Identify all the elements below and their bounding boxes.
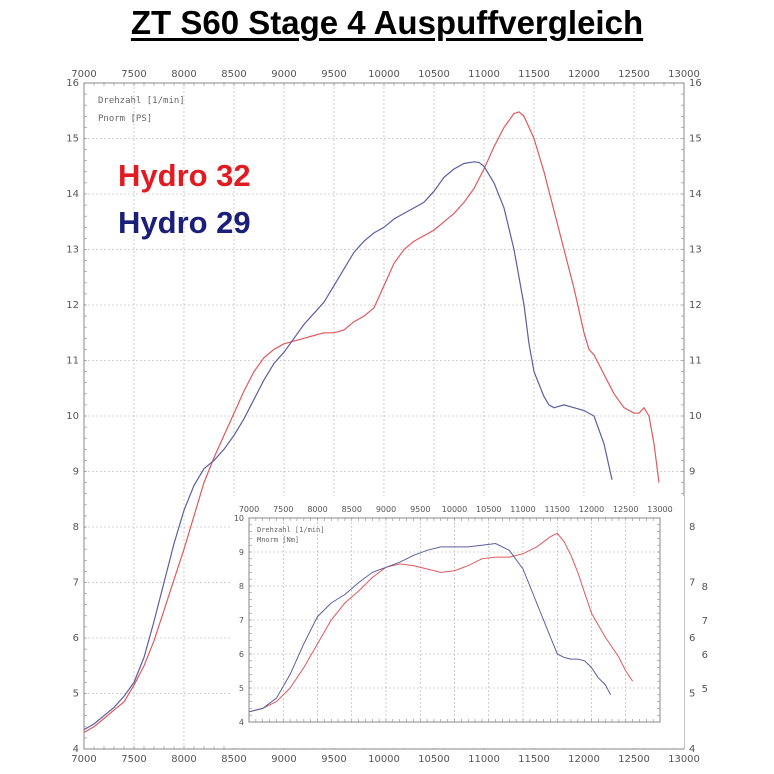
x-tick-label-top: 7500 [273,505,293,514]
x-tick-label: 13000 [668,754,700,765]
y-tick-label: 11 [66,356,79,367]
y-tick-label: 4 [239,718,244,727]
torque-inset-chart: 7000 7500 8000 8500 9000 9500 10000 10500 11000 1… [232,496,708,748]
y-tick-label: 7 [73,578,79,589]
x-tick-label: 10500 [418,754,450,765]
x-tick-label: 8000 [171,754,196,765]
y-tick-label-right: 11 [689,356,702,367]
x-tick-label-top: 10000 [368,69,400,80]
x-tick-label-top: 11500 [518,69,550,80]
x-tick-label: 12500 [618,754,650,765]
x-tick-label-top: 8000 [171,69,196,80]
x-tick-label: 7500 [121,754,146,765]
y-tick-label-right: 16 [689,78,702,89]
y-tick-label-right: 6 [689,633,695,644]
y-tick-label-right: 8 [689,522,695,533]
y-tick-label: 6 [239,650,244,659]
axis-caption: Mnorm [Nm] [257,536,299,544]
x-tick-label-top: 13000 [647,505,672,514]
x-tick-label-top: 9500 [321,69,346,80]
y-tick-label: 8 [73,522,79,533]
y-tick-label: 5 [239,684,244,693]
y-tick-label: 9 [73,467,79,478]
x-tick-label: 9500 [321,754,346,765]
legend-hydro-32: Hydro 32 [118,158,251,193]
x-tick-label: 7000 [71,754,96,765]
x-tick-label: 12000 [568,754,600,765]
inset-y-tick-label-right: 6 [702,650,708,661]
y-tick-label: 9 [239,548,244,557]
x-tick-label-top: 10500 [476,505,501,514]
inset-y-tick-label-right: 8 [702,582,708,593]
y-tick-label: 7 [239,616,244,625]
series-line-hydro-32 [248,532,634,713]
y-tick-label: 13 [66,245,79,256]
y-tick-label: 10 [66,411,79,422]
x-tick-label: 11000 [468,754,500,765]
x-tick-label-top: 8000 [307,505,327,514]
y-tick-label-right: 15 [689,134,702,145]
y-tick-label: 6 [73,633,79,644]
y-tick-label: 4 [73,744,79,755]
chart-title: ZT S60 Stage 4 Auspuffvergleich [130,4,644,41]
x-tick-label-top: 12500 [613,505,638,514]
x-tick-label-top: 11000 [510,505,535,514]
y-tick-label: 16 [66,78,79,89]
y-tick-label-right: 10 [689,411,702,422]
axis-caption: Pnorm [PS] [98,114,152,124]
x-tick-label-top: 12500 [618,69,650,80]
series-line-hydro-32 [83,111,660,733]
y-tick-label: 14 [66,189,79,200]
legend-hydro-29: Hydro 29 [118,205,251,240]
x-tick-label-top: 7500 [121,69,146,80]
x-tick-label-top: 8500 [342,505,362,514]
series-line-hydro-29 [83,161,613,731]
x-tick-label: 10000 [368,754,400,765]
x-tick-label-top: 7000 [71,69,96,80]
y-tick-label-right: 5 [689,689,695,700]
y-tick-label: 12 [66,300,79,311]
series-line-hydro-29 [248,542,612,713]
x-tick-label-top: 11500 [545,505,570,514]
x-tick-label-top: 13000 [668,69,700,80]
axis-caption: Drehzahl [1/min] [98,96,185,106]
x-tick-label-top: 9500 [410,505,430,514]
y-tick-label-right: 7 [689,578,695,589]
y-tick-label: 5 [73,689,79,700]
x-tick-label-top: 12000 [579,505,604,514]
y-tick-label-right: 12 [689,300,702,311]
y-tick-label: 10 [234,514,244,523]
x-tick-label-top: 9000 [271,69,296,80]
y-tick-label-right: 14 [689,189,702,200]
x-tick-label-top: 11000 [468,69,500,80]
x-tick-label-top: 10000 [442,505,467,514]
inset-y-tick-label-right: 7 [702,616,708,627]
x-tick-label: 9000 [271,754,296,765]
x-tick-label-top: 10500 [418,69,450,80]
y-tick-label: 8 [239,582,244,591]
x-tick-label: 11500 [518,754,550,765]
x-tick-label-top: 8500 [221,69,246,80]
y-tick-label-right: 13 [689,245,702,256]
x-tick-label-top: 9000 [376,505,396,514]
x-tick-label-top: 12000 [568,69,600,80]
x-tick-label-top: 7000 [239,505,259,514]
axis-caption: Drehzahl [1/min] [257,526,324,534]
y-tick-label-right: 4 [689,744,695,755]
x-tick-label: 8500 [221,754,246,765]
y-tick-label: 15 [66,134,79,145]
y-tick-label-right: 9 [689,467,695,478]
legend: Hydro 32 Hydro 29 [118,158,251,240]
inset-y-tick-label-right: 5 [702,684,708,695]
